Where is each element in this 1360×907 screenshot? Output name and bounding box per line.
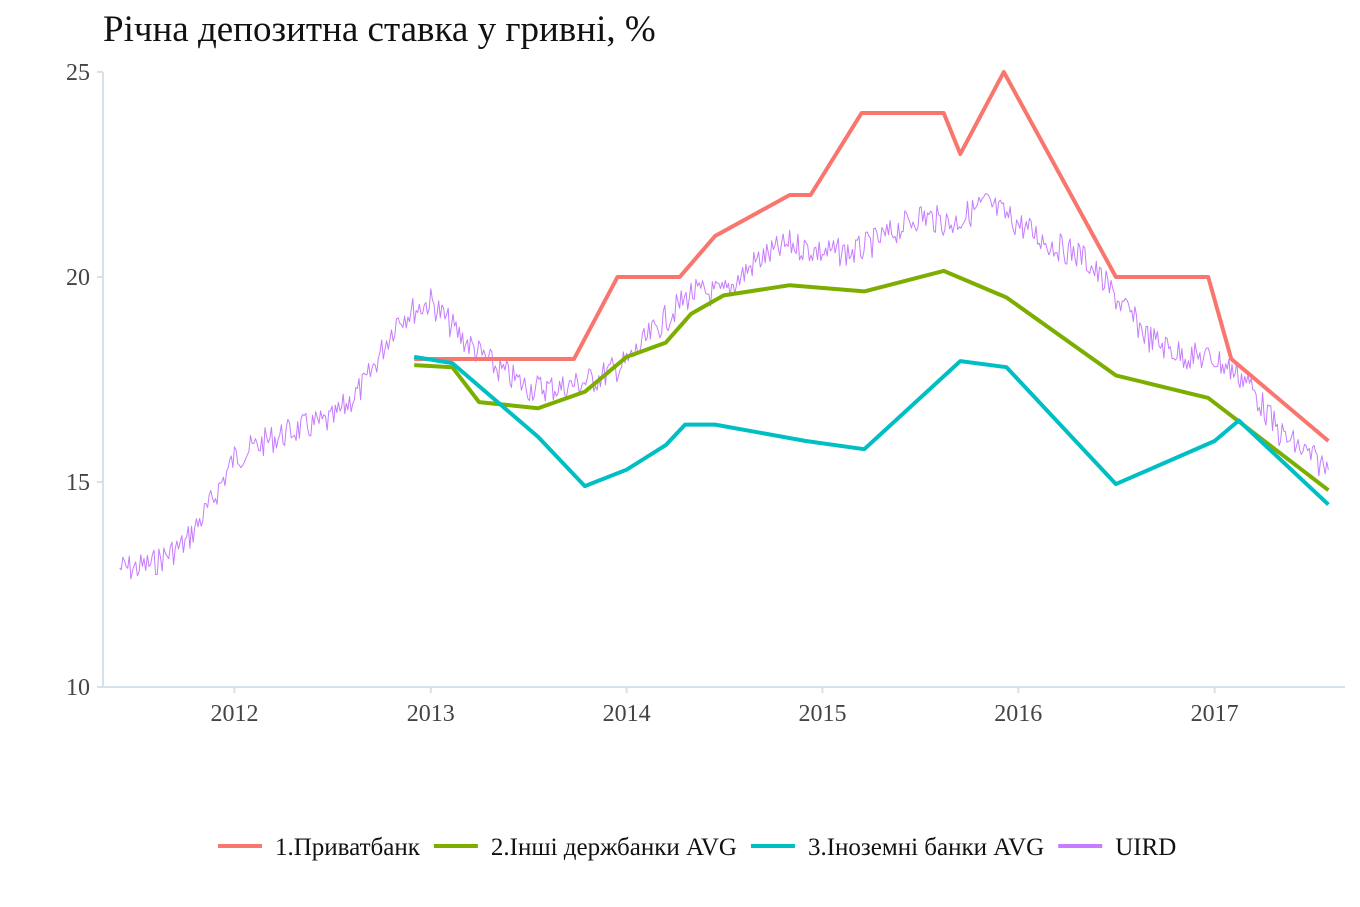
chart-title: Річна депозитна ставка у гривні, % <box>103 9 656 50</box>
x-tick-label: 2013 <box>407 701 455 727</box>
y-tick-label: 20 <box>66 265 90 291</box>
series-line-2-інші-держбанки-avg <box>414 268 1330 492</box>
series-line-3-іноземні-банки-avg <box>413 354 1330 507</box>
axes <box>102 72 1345 688</box>
x-tick-label: 2015 <box>798 701 846 727</box>
legend: 1.Приватбанк 2.Інші держбанки AVG 3.Інозем… <box>218 834 1176 861</box>
x-tick-label: 2016 <box>994 701 1042 727</box>
series-line-1-приватбанк <box>414 70 1330 443</box>
series-line-uird <box>119 193 1329 580</box>
y-tick-label: 25 <box>66 60 90 86</box>
legend-label: 1.Приватбанк <box>275 834 421 861</box>
x-tick-label: 2012 <box>210 701 258 727</box>
y-ticks: 10 15 20 25 <box>66 60 103 701</box>
x-tick-label: 2017 <box>1191 701 1239 727</box>
legend-label: 2.Інші держбанки AVG <box>491 834 737 861</box>
legend-label: 3.Іноземні банки AVG <box>808 834 1044 861</box>
y-tick-label: 15 <box>66 470 90 496</box>
y-tick-label: 10 <box>66 675 90 701</box>
x-ticks: 2012 2013 2014 2015 2016 2017 <box>210 687 1239 727</box>
series-layer <box>119 70 1330 580</box>
x-tick-label: 2014 <box>603 701 651 727</box>
legend-label: UIRD <box>1115 834 1176 861</box>
